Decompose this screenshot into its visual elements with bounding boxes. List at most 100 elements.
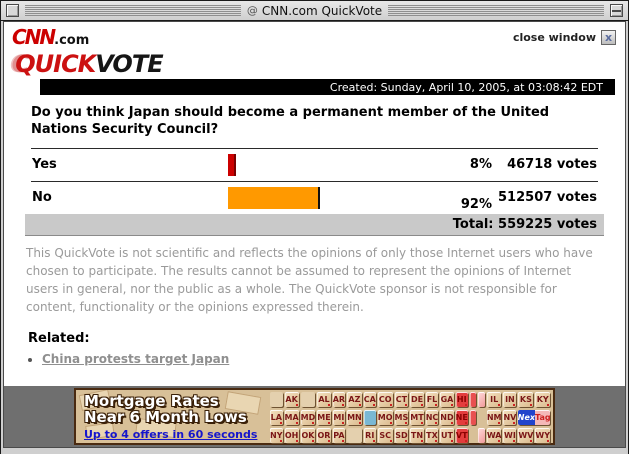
poll-result-bar	[228, 154, 236, 176]
nextag-logo-tag: Tag	[535, 412, 550, 422]
state-tile-md[interactable]: MD	[300, 409, 316, 425]
state-tile-ms[interactable]: MS	[394, 409, 409, 425]
titlebar-stripes	[25, 4, 241, 17]
state-tile-fl[interactable]: FL	[425, 391, 439, 407]
state-tile-nd[interactable]: ND	[440, 409, 454, 425]
state-tile-or[interactable]: OR	[317, 427, 331, 443]
related-list-item: China protests target Japan	[42, 352, 603, 366]
created-bar: Created: Sunday, April 10, 2005, at 03:0…	[40, 79, 615, 95]
state-tile-ok[interactable]: OK	[300, 427, 316, 443]
state-tile-sc[interactable]: SC	[377, 427, 393, 443]
related-link[interactable]: China protests target Japan	[42, 352, 230, 366]
state-tile-ne[interactable]: NE	[455, 409, 468, 425]
state-tile-nm[interactable]: NM	[486, 409, 502, 425]
close-icon[interactable]: x	[601, 30, 616, 45]
state-tile-ny[interactable]: NY	[270, 427, 283, 443]
decorative-tile	[469, 409, 477, 425]
window-titlebar: @ CNN.com QuickVote	[1, 1, 628, 21]
decorative-tile	[347, 427, 362, 443]
state-tile-de[interactable]: DE	[410, 391, 424, 407]
state-tile-mi[interactable]: MI	[332, 409, 346, 425]
state-tile-wy[interactable]: WY	[535, 427, 550, 443]
close-window-control[interactable]: close window x	[513, 30, 616, 45]
poll-votes-value: 512507 votes	[498, 190, 597, 205]
decorative-tile	[469, 391, 477, 407]
poll-option-row: Yes 8% 46718 votes	[31, 148, 598, 181]
page-content: CNN.com close window x CCQUICKVOTE Creat…	[3, 21, 626, 448]
state-tile-tx[interactable]: TX	[425, 427, 439, 443]
quickvote-logo-ring: C	[10, 50, 28, 78]
titlebar-stripes	[388, 4, 605, 17]
state-tile-tn[interactable]: TN	[410, 427, 424, 443]
state-tile-grid: AK AL AR AZ CA CO CT DE FL GA HI IL IN KS KY LA MA MD ME MI…	[268, 390, 553, 443]
decorative-tile	[363, 409, 376, 425]
poll-votes-value: 46718 votes	[507, 157, 597, 172]
close-window-label: close window	[512, 31, 596, 44]
state-tile-wi[interactable]: WI	[503, 427, 517, 443]
poll-option-label: Yes	[32, 157, 57, 172]
state-tile-ri[interactable]: RI	[363, 427, 376, 443]
state-tile-il[interactable]: IL	[486, 391, 502, 407]
state-tile-pa[interactable]: PA	[332, 427, 346, 443]
ad-headline-line2: Near 6 Month Lows	[84, 408, 247, 426]
state-tile-nc[interactable]: NC	[425, 409, 439, 425]
state-tile-ks[interactable]: KS	[518, 391, 534, 407]
decorative-tile	[478, 391, 485, 407]
window-collapse-box[interactable]	[610, 4, 624, 17]
created-timestamp: Created: Sunday, April 10, 2005, at 03:0…	[329, 80, 603, 94]
window-close-box[interactable]	[6, 4, 19, 17]
state-tile-oh[interactable]: OH	[284, 427, 299, 443]
state-tile-wa[interactable]: WA	[486, 427, 502, 443]
state-tile-mt[interactable]: MT	[410, 409, 424, 425]
poll-total-label: Total: 559225 votes	[452, 217, 597, 232]
page-icon: @	[246, 4, 258, 17]
state-tile-sd[interactable]: SD	[394, 427, 409, 443]
state-tile-ca[interactable]: CA	[363, 391, 376, 407]
state-tile-ak[interactable]: AK	[284, 391, 299, 407]
nextag-logo-nex: Nex	[518, 409, 536, 425]
state-tile-mo[interactable]: MO	[377, 409, 393, 425]
quickvote-logo-quick: QUICK	[15, 50, 96, 78]
decorative-tile	[478, 427, 485, 443]
state-tile-in[interactable]: IN	[503, 391, 517, 407]
state-tile-la[interactable]: LA	[270, 409, 283, 425]
poll-percent-value: 8%	[469, 157, 492, 172]
decorative-tile	[270, 391, 283, 407]
poll-percent-value: 92%	[460, 197, 492, 212]
state-tile-vt[interactable]: VT	[455, 427, 468, 443]
related-heading: Related:	[28, 331, 90, 346]
state-tile-nv[interactable]: NV	[503, 409, 517, 425]
poll-results-table: Yes 8% 46718 votes No 92% 512507 votes	[31, 148, 598, 214]
state-tile-ga[interactable]: GA	[440, 391, 454, 407]
decorative-tile	[300, 391, 316, 407]
window-body: CNN.com close window x CCQUICKVOTE Creat…	[1, 21, 628, 454]
nextag-logo[interactable]: Nex Tag	[518, 409, 550, 425]
cnn-logo[interactable]: CNN.com	[12, 27, 89, 51]
quickvote-logo-ring: C	[11, 50, 30, 78]
state-tile-mn[interactable]: MN	[347, 409, 362, 425]
state-tile-ma[interactable]: MA	[284, 409, 299, 425]
cnn-logo-text: CNN	[12, 25, 56, 49]
state-tile-me[interactable]: ME	[317, 409, 331, 425]
ad-left-panel: Mortgage Rates Near 6 Month Lows Up to 4…	[76, 390, 268, 443]
ad-cta-link[interactable]: Up to 4 offers in 60 seconds	[84, 428, 258, 441]
poll-option-row: No 92% 512507 votes	[31, 181, 598, 214]
state-tile-co[interactable]: CO	[377, 391, 393, 407]
state-tile-wv[interactable]: WV	[518, 427, 534, 443]
state-tile-al[interactable]: AL	[317, 391, 331, 407]
state-tile-az[interactable]: AZ	[347, 391, 362, 407]
state-tile-ky[interactable]: KY	[535, 391, 550, 407]
state-tile-ct[interactable]: CT	[394, 391, 409, 407]
state-tile-ut[interactable]: UT	[440, 427, 454, 443]
cnn-logo-suffix: .com	[54, 33, 90, 48]
mortgage-ad-banner[interactable]: Mortgage Rates Near 6 Month Lows Up to 4…	[74, 388, 555, 445]
ad-strip: Mortgage Rates Near 6 Month Lows Up to 4…	[4, 386, 625, 447]
state-tile-ar[interactable]: AR	[332, 391, 346, 407]
decorative-tile	[478, 410, 485, 425]
page-header: CNN.com close window x	[4, 22, 625, 51]
quickvote-logo-vote: VOTE	[95, 50, 163, 78]
poll-total-bar: Total: 559225 votes	[25, 214, 604, 236]
state-tile-hi[interactable]: HI	[455, 391, 468, 407]
window-title: CNN.com QuickVote	[261, 3, 383, 18]
decorative-tile	[470, 428, 477, 443]
